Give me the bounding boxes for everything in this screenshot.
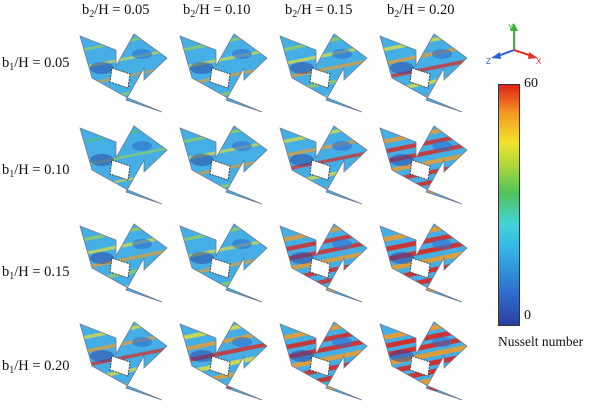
contour-plot-cell	[72, 28, 172, 116]
row-header: b1/H = 0.10	[2, 162, 70, 180]
column-header: b2/H = 0.05	[82, 2, 150, 20]
contour-plot-cell	[272, 218, 372, 306]
contour-plot-cell	[72, 218, 172, 306]
contour-plot-cell	[72, 120, 172, 208]
axis-y-label: Y	[508, 23, 514, 32]
contour-plot-cell	[172, 316, 272, 404]
contour-plot-cell	[272, 28, 372, 116]
axis-z-label: Z	[486, 57, 491, 66]
colorbar	[498, 84, 520, 326]
contour-plot-cell	[272, 316, 372, 404]
contour-plot-cell	[172, 218, 272, 306]
contour-plot-cell	[372, 120, 472, 208]
contour-plot-cell	[372, 316, 472, 404]
row-header: b1/H = 0.20	[2, 358, 70, 376]
axis-triad-icon: Y X Z	[486, 23, 542, 66]
column-header: b2/H = 0.10	[183, 2, 251, 20]
contour-plot-cell	[72, 316, 172, 404]
colorbar-title: Nusselt number	[498, 334, 584, 349]
column-header: b2/H = 0.20	[387, 2, 455, 20]
row-header: b1/H = 0.05	[2, 55, 70, 73]
contour-plot-cell	[372, 28, 472, 116]
column-header: b2/H = 0.15	[285, 2, 353, 20]
contour-plot-cell	[272, 120, 372, 208]
contour-plot-cell	[372, 218, 472, 306]
axis-x-label: X	[536, 57, 542, 66]
row-header: b1/H = 0.15	[2, 264, 70, 282]
colorbar-min-label: 0	[524, 308, 531, 323]
colorbar-max-label: 60	[524, 76, 538, 91]
contour-plot-cell	[172, 120, 272, 208]
contour-plot-cell	[172, 28, 272, 116]
